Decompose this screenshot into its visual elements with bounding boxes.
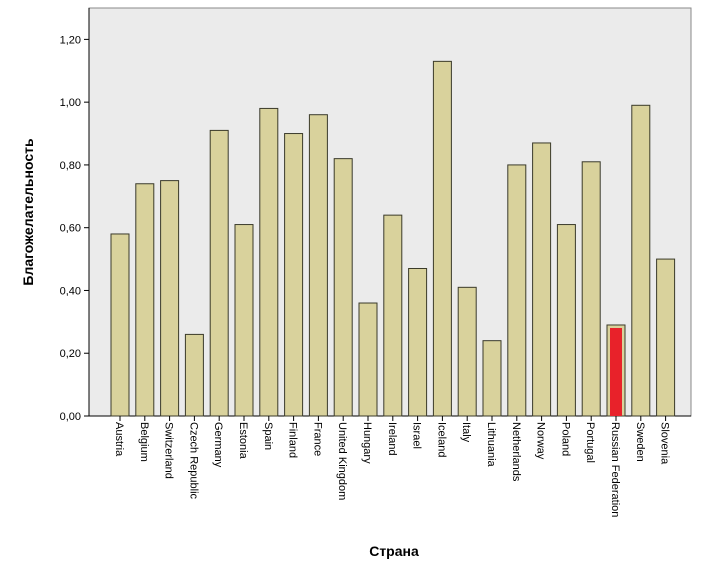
x-tick-label: Czech Republic (187, 422, 199, 500)
bar-norway (532, 142, 552, 417)
x-tick-label: France (311, 422, 323, 456)
x-tick-label: Netherlands (510, 422, 522, 482)
bar-germany (209, 129, 229, 417)
x-tick-label: Germany (212, 422, 224, 468)
y-tick-label: 0,40 (60, 285, 81, 297)
bar-finland (284, 133, 304, 417)
bar-estonia (234, 224, 254, 417)
x-tick-label: Poland (559, 422, 571, 456)
bar-austria (110, 233, 130, 417)
y-tick-label: 1,20 (60, 34, 81, 46)
x-tick-label: Estonia (237, 422, 249, 460)
x-tick-label: Portugal (584, 422, 596, 463)
x-tick-label: Finland (287, 422, 299, 458)
x-tick-label: Lithuania (485, 422, 497, 468)
bar-czech-republic (184, 333, 204, 417)
x-tick-label: Spain (262, 422, 274, 450)
x-tick-label: Ireland (386, 422, 398, 456)
x-tick-label: Sweden (634, 422, 646, 462)
x-tick-label: United Kingdom (336, 422, 348, 500)
bar-belgium (135, 183, 155, 417)
bar-france (308, 114, 328, 417)
x-axis-title: Страна (369, 543, 419, 559)
bar-highlight-fill (610, 327, 622, 416)
y-tick-label: 0,20 (60, 348, 81, 360)
bar-iceland (432, 60, 452, 417)
y-tick-label: 0,00 (60, 411, 81, 423)
bars (110, 60, 676, 417)
x-tick-label: Russian Federation (609, 422, 621, 517)
bar-lithuania (482, 340, 502, 417)
bar-poland (556, 224, 576, 417)
x-tick-label: Hungary (361, 422, 373, 464)
x-tick-label: Iceland (435, 422, 447, 457)
y-ticks: 0,00 0,20 0,40 0,60 0,80 1,00 1,20 (60, 34, 89, 423)
bar-portugal (581, 161, 601, 417)
bar-united-kingdom (333, 158, 353, 417)
y-tick-label: 0,60 (60, 223, 81, 235)
x-ticks: Austria Belgium Switzerland Czech Republic G… (113, 416, 671, 517)
bar-hungary (358, 302, 378, 417)
x-tick-label: Italy (460, 422, 472, 443)
y-tick-label: 1,00 (60, 97, 81, 109)
x-tick-label: Slovenia (659, 422, 671, 465)
bar-netherlands (507, 164, 527, 417)
x-tick-label: Belgium (138, 422, 150, 462)
y-axis-title: Благожелательность (20, 138, 36, 286)
x-tick-label: Switzerland (163, 422, 175, 479)
bar-israel (408, 267, 428, 417)
x-tick-label: Israel (411, 422, 423, 449)
x-tick-label: Austria (113, 422, 125, 457)
bar-spain (259, 107, 279, 417)
y-tick-label: 0,80 (60, 160, 81, 172)
bar-slovenia (656, 258, 676, 417)
bar-sweden (631, 104, 651, 417)
bar-ireland (383, 214, 403, 417)
bar-italy (457, 286, 477, 417)
x-tick-label: Norway (535, 422, 547, 460)
bar-switzerland (160, 180, 180, 417)
